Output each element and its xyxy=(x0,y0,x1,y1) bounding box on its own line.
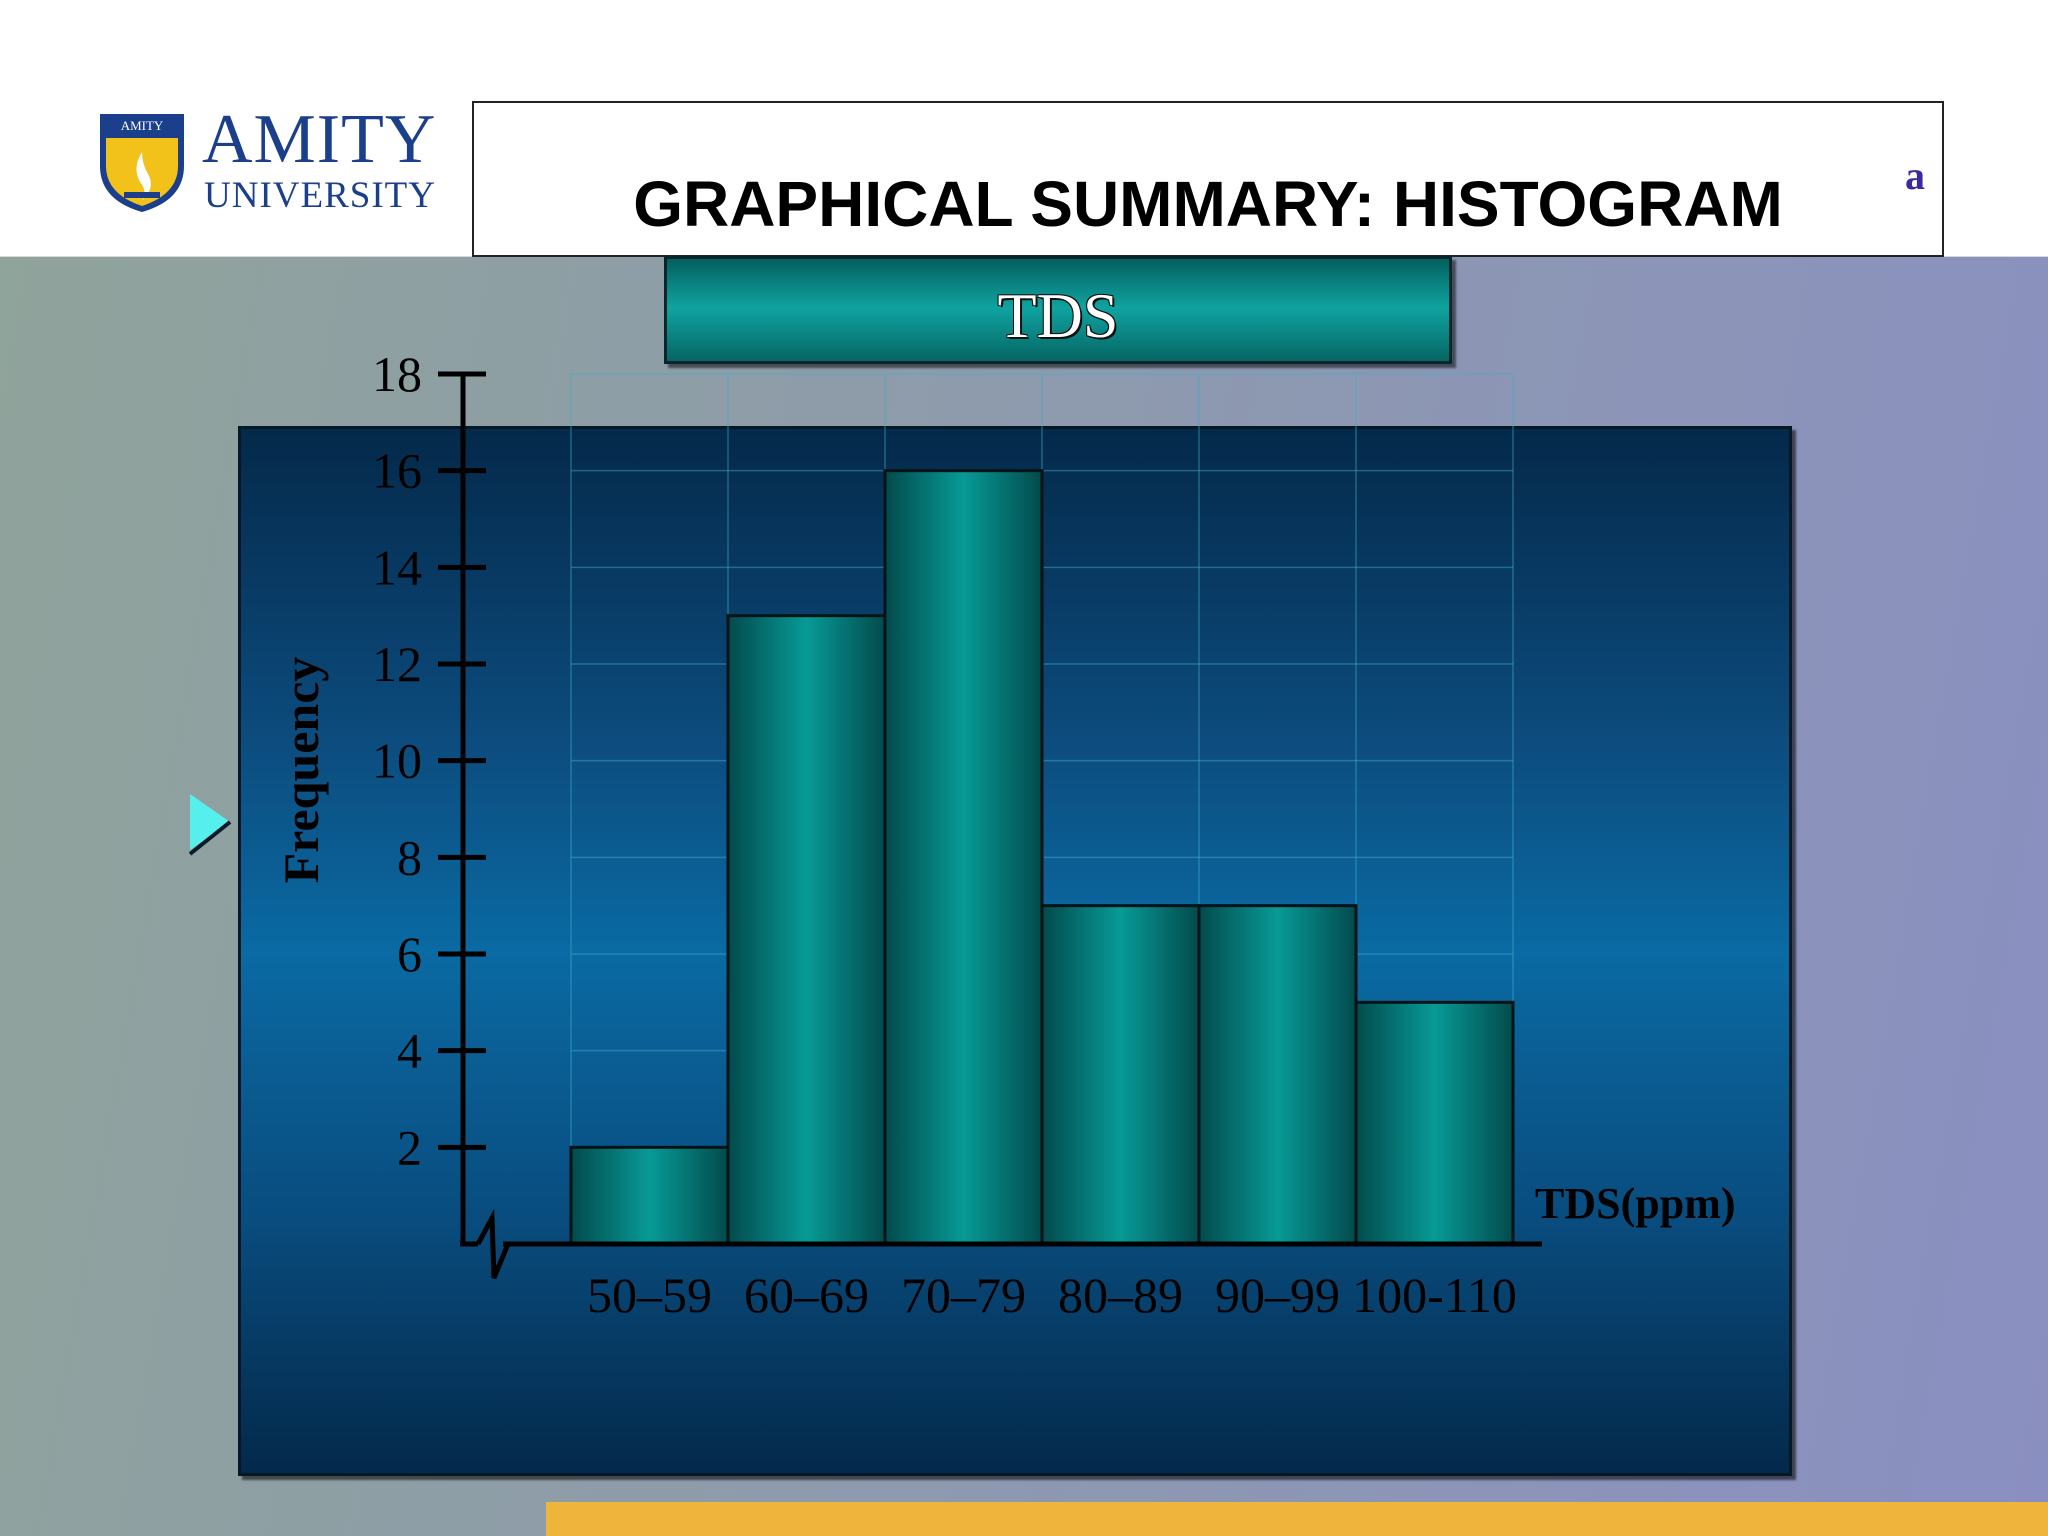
amity-logo: AMITY AMITY UNIVERSITY xyxy=(96,104,446,224)
amity-crest-icon: AMITY xyxy=(100,114,184,212)
x-tick-label: 90–99 xyxy=(1215,1267,1340,1323)
slide-title: GRAPHICAL SUMMARY: HISTOGRAM xyxy=(633,168,1783,240)
histogram-bar xyxy=(1354,1000,1515,1246)
histogram-bar xyxy=(883,469,1044,1246)
x-tick-label: 80–89 xyxy=(1058,1267,1183,1323)
x-tick-label: 100-110 xyxy=(1352,1267,1517,1323)
x-tick-label: 50–59 xyxy=(587,1267,712,1323)
y-tick-label: 10 xyxy=(372,733,422,789)
logo-sub: UNIVERSITY xyxy=(204,175,436,216)
y-tick-label: 2 xyxy=(397,1119,422,1175)
label-layer: Frequency TDS(ppm) 50–59 60–69 70–79 80–89 9… xyxy=(273,346,1736,1323)
y-tick-label: 12 xyxy=(372,636,422,692)
y-tick-label: 14 xyxy=(372,539,422,595)
logo-brand: AMITY xyxy=(202,101,437,178)
y-tick-label: 8 xyxy=(397,829,422,885)
footer-bar xyxy=(546,1502,2048,1536)
axis-layer xyxy=(460,374,1542,1279)
bar-layer xyxy=(569,469,1515,1246)
histogram-bar xyxy=(726,614,887,1246)
chart-title-box: TDS xyxy=(664,256,1452,364)
axis-break-icon xyxy=(475,1208,511,1279)
triangle-bullet-icon xyxy=(188,794,232,856)
header-band: AMITY AMITY UNIVERSITY GRAPHICAL SUMMARY… xyxy=(0,0,2048,257)
x-tick-label: 70–79 xyxy=(901,1267,1026,1323)
x-axis-label: TDS(ppm) xyxy=(1535,1179,1736,1228)
histogram-bar xyxy=(1197,904,1358,1246)
y-tick-label: 16 xyxy=(372,443,422,499)
histogram-bar xyxy=(569,1145,730,1246)
title-box: GRAPHICAL SUMMARY: HISTOGRAM xyxy=(472,101,1944,257)
chart-title: TDS xyxy=(997,280,1119,351)
histogram-bar xyxy=(1040,904,1201,1246)
y-tick-label: 6 xyxy=(397,926,422,982)
y-axis-label: Frequency xyxy=(273,657,329,884)
edge-glyph: a xyxy=(1905,153,1925,198)
y-tick-label: 4 xyxy=(397,1023,422,1079)
y-tick-label: 18 xyxy=(372,346,422,402)
crest-text: AMITY xyxy=(121,118,164,133)
x-tick-label: 60–69 xyxy=(744,1267,869,1323)
tick-layer xyxy=(438,371,486,1150)
